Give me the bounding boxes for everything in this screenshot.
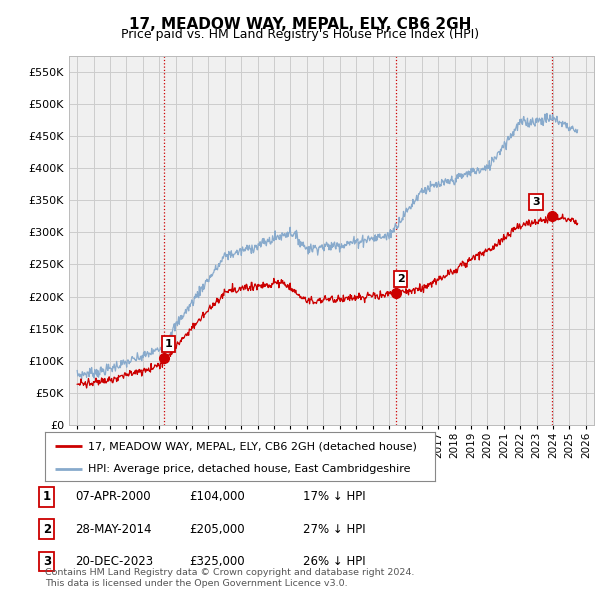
Text: 3: 3 [532,197,540,207]
Text: HPI: Average price, detached house, East Cambridgeshire: HPI: Average price, detached house, East… [88,464,410,474]
Text: 1: 1 [43,490,51,503]
Text: £104,000: £104,000 [189,490,245,503]
Text: 2: 2 [43,523,51,536]
Text: 07-APR-2000: 07-APR-2000 [75,490,151,503]
Text: 1: 1 [165,339,172,349]
Text: 3: 3 [43,555,51,568]
Text: 27% ↓ HPI: 27% ↓ HPI [303,523,365,536]
Text: Price paid vs. HM Land Registry's House Price Index (HPI): Price paid vs. HM Land Registry's House … [121,28,479,41]
Text: 2: 2 [397,274,404,284]
Text: 17, MEADOW WAY, MEPAL, ELY, CB6 2GH (detached house): 17, MEADOW WAY, MEPAL, ELY, CB6 2GH (det… [88,441,417,451]
Text: 20-DEC-2023: 20-DEC-2023 [75,555,153,568]
Text: 17% ↓ HPI: 17% ↓ HPI [303,490,365,503]
Text: £205,000: £205,000 [189,523,245,536]
Text: 28-MAY-2014: 28-MAY-2014 [75,523,151,536]
Text: 17, MEADOW WAY, MEPAL, ELY, CB6 2GH: 17, MEADOW WAY, MEPAL, ELY, CB6 2GH [129,17,471,31]
Text: 26% ↓ HPI: 26% ↓ HPI [303,555,365,568]
Text: Contains HM Land Registry data © Crown copyright and database right 2024.
This d: Contains HM Land Registry data © Crown c… [45,568,415,588]
Text: £325,000: £325,000 [189,555,245,568]
